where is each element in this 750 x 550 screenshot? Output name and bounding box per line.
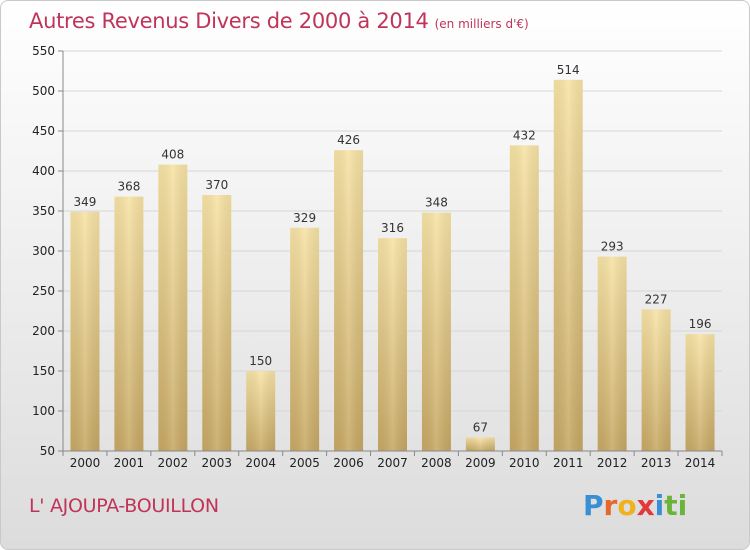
bar-shade <box>685 334 715 451</box>
axes <box>58 50 723 456</box>
bar-shade <box>421 212 451 451</box>
data-label: 370 <box>205 178 228 192</box>
logo-letter: o <box>617 489 637 522</box>
bar-shade <box>378 238 407 451</box>
x-tick-label: 2012 <box>597 456 628 470</box>
logo-letter: i <box>654 489 665 522</box>
bar-shade <box>597 256 627 451</box>
data-label: 150 <box>249 354 272 368</box>
bar-shade <box>509 145 539 451</box>
data-label: 67 <box>473 420 488 434</box>
logo-letter: P <box>583 489 604 522</box>
y-tick-label: 450 <box>32 124 55 138</box>
x-tick-label: 2004 <box>245 456 276 470</box>
data-label: 426 <box>337 133 360 147</box>
logo-letter: i <box>677 489 688 522</box>
chart-title: Autres Revenus Divers de 2000 à 2014 (en … <box>29 9 529 33</box>
x-tick-label: 2005 <box>289 456 320 470</box>
data-label: 408 <box>161 148 184 162</box>
data-label: 348 <box>425 196 448 210</box>
data-label: 196 <box>689 317 712 331</box>
y-tick-label: 400 <box>32 164 55 178</box>
logo-letter: x <box>636 489 655 522</box>
y-tick-label: 550 <box>32 44 55 58</box>
bar-shade <box>641 309 671 451</box>
title-text: Autres Revenus Divers de 2000 à 2014 <box>29 9 429 33</box>
y-tick-label: 200 <box>32 324 55 338</box>
proxiti-logo[interactable]: Proxiti <box>583 489 687 522</box>
y-tick-label: 500 <box>32 84 55 98</box>
x-tick-label: 2011 <box>553 456 584 470</box>
data-label: 316 <box>381 221 404 235</box>
y-tick-label: 100 <box>32 404 55 418</box>
bar-shade <box>202 195 232 451</box>
y-tick-label: 150 <box>32 364 55 378</box>
data-label: 349 <box>74 195 97 209</box>
x-tick-label: 2003 <box>201 456 232 470</box>
bar-shade <box>246 371 276 451</box>
logo-letter: r <box>603 489 618 522</box>
y-tick-label: 350 <box>32 204 55 218</box>
data-label: 293 <box>601 240 624 254</box>
bar-shade <box>70 211 100 451</box>
bar-shade <box>114 196 144 451</box>
x-tick-label: 2006 <box>333 456 364 470</box>
x-tick-label: 2008 <box>421 456 452 470</box>
data-label: 432 <box>513 128 536 142</box>
x-tick-label: 2000 <box>70 456 101 470</box>
data-label: 368 <box>117 180 140 194</box>
x-tick-label: 2010 <box>509 456 540 470</box>
bar-shade <box>334 150 364 451</box>
x-tick-label: 2013 <box>641 456 672 470</box>
data-label: 329 <box>293 211 316 225</box>
y-tick-label: 50 <box>40 444 55 458</box>
bar-shade <box>158 164 188 451</box>
data-label: 514 <box>557 63 580 77</box>
logo-letter: t <box>664 489 678 522</box>
location-name: L' AJOUPA-BOUILLON <box>29 495 219 517</box>
x-tick-label: 2009 <box>465 456 496 470</box>
x-tick-label: 2007 <box>377 456 408 470</box>
bars <box>70 79 715 452</box>
bar-shade <box>553 79 583 452</box>
data-label: 227 <box>645 292 668 306</box>
bar-shade <box>290 227 320 451</box>
bar-shade <box>465 437 495 451</box>
x-tick-label: 2001 <box>114 456 145 470</box>
chart-subtitle: (en milliers d'€) <box>434 17 529 31</box>
y-tick-label: 250 <box>32 284 55 298</box>
x-tick-label: 2014 <box>685 456 716 470</box>
y-tick-label: 300 <box>32 244 55 258</box>
x-tick-label: 2002 <box>158 456 189 470</box>
labels: 50 100 150 200 250 300 350 400 450 500 550 349 2000 3… <box>32 44 715 470</box>
